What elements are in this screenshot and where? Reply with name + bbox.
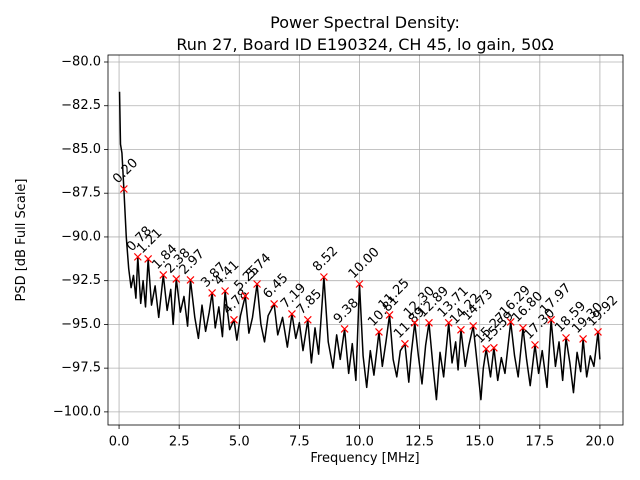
peak-marker bbox=[355, 280, 364, 288]
peak-marker bbox=[208, 288, 217, 297]
y-tick-label: −85.0 bbox=[61, 142, 101, 157]
x-tick-label: 12.5 bbox=[405, 435, 434, 450]
y-tick-label: −82.5 bbox=[61, 98, 101, 113]
peak-marker bbox=[469, 322, 478, 330]
x-tick-label: 5.0 bbox=[229, 435, 250, 450]
psd-line bbox=[118, 91, 601, 401]
peak-marker bbox=[562, 333, 570, 342]
peak-marker bbox=[253, 280, 261, 288]
peak-marker bbox=[144, 255, 153, 263]
y-tick-label: −87.5 bbox=[61, 186, 101, 201]
y-tick-label: −95.0 bbox=[61, 317, 101, 332]
peak-marker bbox=[186, 276, 195, 284]
y-tick-label: −92.5 bbox=[61, 273, 101, 288]
x-tick-label: 20.0 bbox=[585, 435, 614, 450]
peak-marker bbox=[519, 323, 527, 332]
peak-marker bbox=[230, 315, 238, 324]
y-axis-label: PSD [dB Full Scale] bbox=[14, 178, 29, 301]
peak-marker bbox=[594, 328, 602, 336]
peak-marker bbox=[444, 318, 453, 327]
peak-marker bbox=[172, 274, 181, 283]
peak-marker bbox=[579, 335, 588, 343]
peak-marker bbox=[410, 318, 419, 327]
y-tick-label: −97.5 bbox=[61, 361, 101, 376]
peak-marker bbox=[241, 291, 250, 300]
x-tick-label: 15.0 bbox=[465, 435, 494, 450]
x-tick-label: 10.0 bbox=[345, 435, 374, 450]
peak-marker bbox=[133, 252, 142, 261]
x-tick-label: 7.5 bbox=[289, 435, 310, 450]
chart-title: Power Spectral Density: bbox=[270, 13, 460, 32]
y-tick-label: −80.0 bbox=[61, 54, 101, 69]
x-axis-label: Frequency [MHz] bbox=[310, 451, 419, 466]
chart-subtitle: Run 27, Board ID E190324, CH 45, lo gain… bbox=[176, 35, 553, 54]
peak-marker bbox=[401, 339, 409, 348]
peak-marker bbox=[303, 315, 312, 324]
peak-marker bbox=[425, 318, 433, 327]
peak-marker bbox=[489, 343, 498, 352]
peak-marker bbox=[482, 344, 491, 353]
y-tick-label: −90.0 bbox=[61, 229, 101, 244]
peak-marker bbox=[531, 340, 539, 349]
peak-marker bbox=[159, 270, 168, 279]
peak-marker bbox=[319, 273, 328, 281]
peak-marker bbox=[375, 328, 383, 336]
plot-frame bbox=[107, 54, 624, 426]
peak-marker bbox=[340, 325, 349, 333]
peak-marker bbox=[385, 311, 394, 319]
peak-marker bbox=[288, 309, 296, 318]
peak-marker bbox=[547, 315, 556, 324]
y-tick-label: −100.0 bbox=[53, 404, 101, 419]
peak-marker bbox=[270, 300, 279, 308]
x-tick-label: 17.5 bbox=[525, 435, 554, 450]
peak-marker bbox=[506, 318, 515, 326]
peak-marker bbox=[221, 287, 230, 295]
peak-marker bbox=[457, 325, 465, 334]
peak-marker bbox=[119, 185, 128, 193]
x-tick-label: 0.0 bbox=[109, 435, 130, 450]
x-tick-label: 2.5 bbox=[169, 435, 190, 450]
